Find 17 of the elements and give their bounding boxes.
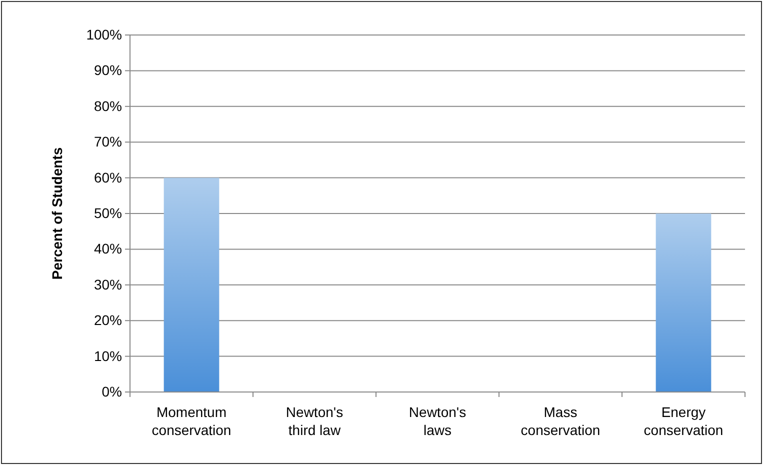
y-tick-label: 70% (94, 134, 122, 150)
x-tick-label: Mass conservation (520, 404, 600, 438)
y-tick-label: 0% (102, 383, 122, 400)
x-tick-label: Momentum conservation (152, 404, 232, 438)
y-tick-label: 90% (94, 62, 122, 78)
y-tick-label: 80% (94, 98, 122, 114)
y-tick-label: 20% (94, 312, 122, 328)
x-tick-label: Newton's laws (408, 404, 466, 438)
y-tick-label: 10% (94, 348, 122, 364)
y-tick-label: 30% (94, 276, 122, 292)
y-tick-label: 100% (86, 26, 122, 42)
x-tick-label: Newton's third law (286, 404, 344, 438)
y-tick-label: 40% (94, 240, 122, 257)
y-axis-title: Percent of Students (49, 147, 65, 280)
x-tick-label: Energy conservation (644, 404, 724, 438)
y-tick-label: 60% (94, 169, 122, 186)
y-tick-label: 50% (94, 204, 122, 221)
